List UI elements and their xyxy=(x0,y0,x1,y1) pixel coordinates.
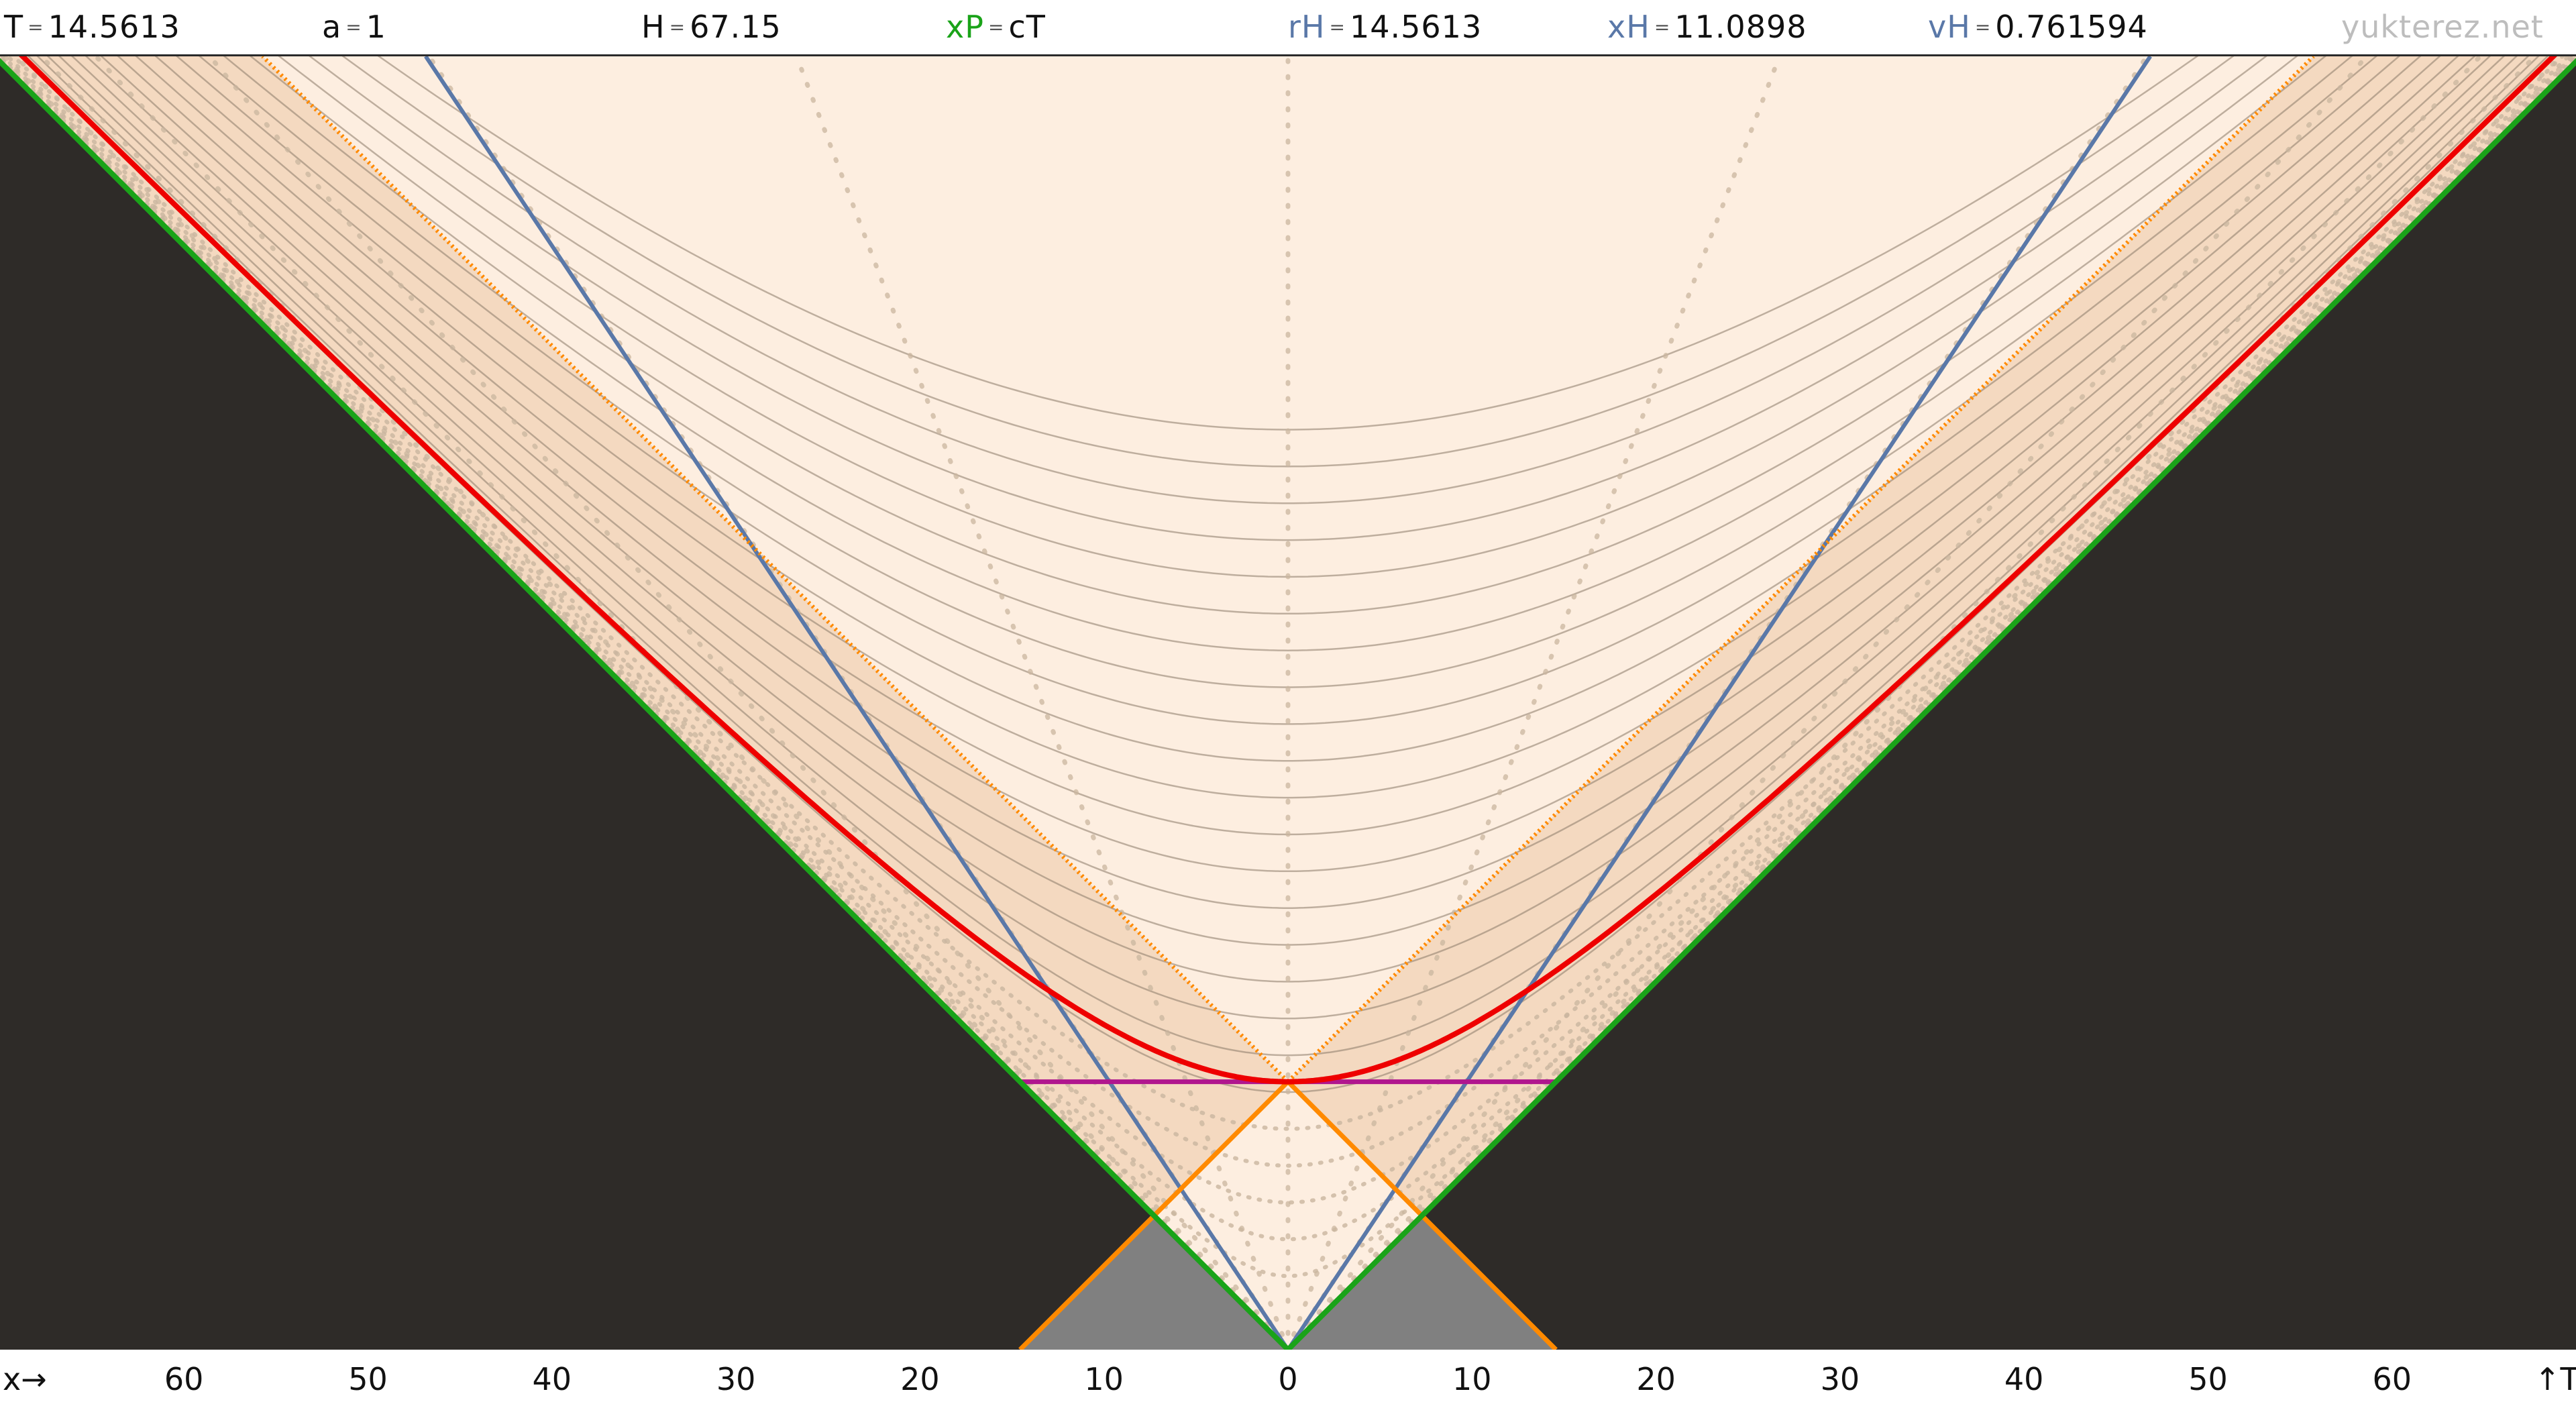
x-tick-label: 60 xyxy=(2372,1361,2412,1397)
grid-hyperbola-18 xyxy=(223,56,2353,615)
x-tick-label: 20 xyxy=(1636,1361,1676,1397)
x-tick-label: 60 xyxy=(164,1361,204,1397)
grid-ray-13 xyxy=(1285,56,2538,1350)
grid-hyperbola-10 xyxy=(71,56,2505,909)
grid-hyperbola-6 xyxy=(27,56,2549,1057)
red-hyperbola xyxy=(19,56,2557,1085)
x-tick-label: 30 xyxy=(1820,1361,1860,1397)
label-H: H = 67.15 xyxy=(641,9,782,45)
grid-ray-4 xyxy=(38,56,1291,1350)
x-axis-label: x→ xyxy=(3,1361,47,1397)
site-watermark[interactable]: yukterez.net xyxy=(2341,9,2544,45)
grid-hyperbola-11 xyxy=(85,56,2491,873)
label-a: a = 1 xyxy=(322,9,386,45)
grid-hyperbola-3 xyxy=(5,56,2571,1168)
grid-hyperbola-21 xyxy=(309,56,2267,504)
x-tick-label: 10 xyxy=(1084,1361,1124,1397)
label-xP: xP = cT xyxy=(946,9,1046,45)
label-rH: rH = 14.5613 xyxy=(1288,9,1483,45)
grid-ray-8 xyxy=(794,56,1291,1350)
outside-light-cone-right xyxy=(1288,56,2576,1350)
top-bar: T = 14.5613 a = 1 H = 67.15 xP = cT rH = 14.5613 x… xyxy=(0,0,2576,56)
label-vH: vH = 0.761594 xyxy=(1928,9,2148,45)
orange-dotted-right xyxy=(1286,56,2315,1083)
grid-ray-14 xyxy=(1285,56,2563,1350)
x-axis: x→ 60 50 40 30 20 10 0 10 20 30 40 50 60 ↑T xyxy=(0,1350,2576,1406)
grid-hyperbola-1 xyxy=(0,56,2576,1242)
spacetime-diagram xyxy=(0,56,2576,1350)
grid-ray-12 xyxy=(1285,56,2483,1350)
grid-ray-5 xyxy=(93,56,1291,1350)
x-tick-label: 30 xyxy=(716,1361,756,1397)
outside-light-cone-left xyxy=(0,56,1288,1350)
x-tick-label: 50 xyxy=(348,1361,388,1397)
green-light-cone xyxy=(0,58,2576,1350)
grid-hyperbola-7 xyxy=(36,56,2540,1020)
grid-ray-9 xyxy=(1285,56,1782,1350)
label-T: T = 14.5613 xyxy=(4,9,180,45)
grid-hyperbola-20 xyxy=(278,56,2298,541)
grid-ray-3 xyxy=(13,56,1291,1350)
past-region-left xyxy=(1020,1215,1288,1350)
blue-line-right xyxy=(1286,56,2152,1350)
past-region-right xyxy=(1288,1215,1556,1350)
grid-ray-11 xyxy=(1285,56,2369,1350)
grid-hyperbola-17 xyxy=(199,56,2377,651)
x-tick-label: 40 xyxy=(532,1361,572,1397)
x-tick-label: 0 xyxy=(1278,1361,1298,1397)
x-tick-label: 10 xyxy=(1452,1361,1492,1397)
grid-ray-6 xyxy=(207,56,1291,1350)
grid-hyperbola-2 xyxy=(0,56,2576,1205)
t-axis-label: ↑T xyxy=(2534,1361,2576,1397)
blue-line-left xyxy=(424,56,1290,1350)
x-tick-label: 50 xyxy=(2188,1361,2228,1397)
orange-dotted-left xyxy=(261,56,1290,1083)
grid-hyperbola-4 xyxy=(11,56,2565,1131)
grid-hyperbola-14 xyxy=(135,56,2441,762)
x-tick-label: 20 xyxy=(900,1361,940,1397)
grid-hyperbola-13 xyxy=(117,56,2459,799)
label-xH: xH = 11.0898 xyxy=(1607,9,1807,45)
x-tick-label: 40 xyxy=(2004,1361,2044,1397)
